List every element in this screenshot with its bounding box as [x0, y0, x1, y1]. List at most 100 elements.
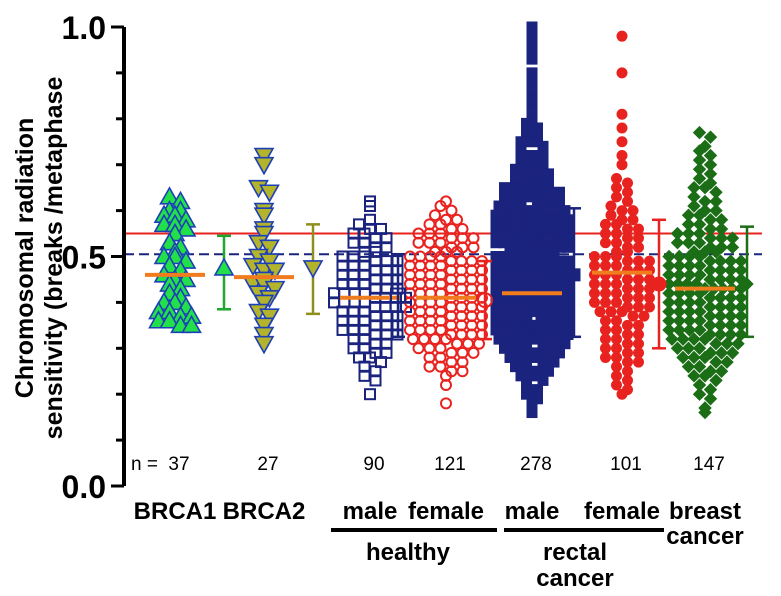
data-point — [681, 359, 696, 374]
data-point — [510, 182, 521, 194]
data-point — [720, 355, 734, 369]
mean-marker — [390, 287, 406, 304]
data-point — [611, 218, 622, 230]
data-point — [616, 108, 628, 120]
data-point — [526, 85, 538, 97]
data-point — [562, 301, 574, 313]
data-point — [521, 379, 532, 391]
data-point — [698, 180, 712, 195]
data-point — [692, 359, 707, 374]
series-1 — [148, 186, 202, 334]
data-point — [633, 338, 644, 350]
data-point — [644, 255, 655, 267]
data-point — [541, 329, 553, 341]
data-point — [622, 319, 633, 331]
data-point — [456, 365, 469, 378]
data-point — [633, 273, 644, 285]
series-7 — [662, 125, 748, 420]
data-point — [253, 225, 275, 245]
data-point — [611, 237, 622, 249]
data-point — [611, 260, 622, 272]
data-point — [526, 397, 538, 409]
category-label: male — [343, 498, 398, 525]
y-tick-label: 0.0 — [62, 469, 106, 505]
data-point — [622, 338, 633, 350]
data-point — [611, 191, 622, 203]
data-point — [600, 218, 611, 230]
data-point — [532, 177, 543, 189]
data-point — [548, 205, 560, 217]
data-point — [713, 327, 728, 342]
data-point — [253, 147, 275, 167]
data-point — [181, 314, 202, 334]
n-count-label: 147 — [693, 454, 725, 475]
data-point — [259, 253, 280, 272]
data-point — [562, 241, 574, 253]
data-point — [605, 200, 617, 212]
data-point — [364, 200, 376, 213]
data-point — [698, 405, 712, 420]
data-point — [510, 342, 521, 354]
n-count-label: 37 — [168, 454, 189, 475]
data-point — [638, 310, 650, 322]
data-point — [521, 182, 532, 194]
data-point — [253, 335, 275, 355]
data-point — [562, 223, 574, 235]
data-point — [616, 122, 628, 134]
data-point — [521, 163, 532, 175]
data-points — [148, 21, 748, 420]
data-point — [159, 310, 180, 329]
data-point — [709, 337, 723, 351]
data-point — [532, 168, 543, 180]
data-point — [490, 315, 502, 327]
data-point — [611, 324, 622, 336]
data-point — [633, 347, 644, 359]
data-point — [531, 223, 543, 235]
data-point — [562, 232, 574, 244]
data-point — [490, 324, 502, 336]
data-point — [622, 273, 633, 285]
data-point — [526, 136, 538, 148]
data-point — [559, 338, 571, 350]
data-point — [611, 182, 622, 194]
data-point — [521, 209, 533, 221]
data-point — [633, 292, 644, 304]
data-point — [611, 351, 622, 363]
data-point — [562, 283, 574, 295]
data-point — [600, 278, 611, 290]
data-point — [253, 326, 275, 346]
data-point — [633, 255, 644, 267]
y-axis-title-line-2: sensitivity (breaks /metaphase — [40, 77, 68, 440]
data-point — [521, 218, 533, 230]
n-count-label: 90 — [363, 454, 384, 475]
n-count-label: 121 — [434, 454, 466, 475]
data-point — [521, 361, 532, 373]
data-point — [548, 246, 560, 258]
data-point — [412, 342, 425, 355]
data-point — [526, 26, 538, 38]
data-point — [253, 317, 275, 336]
data-point — [589, 296, 600, 308]
data-point — [611, 333, 622, 345]
data-point — [703, 130, 718, 144]
data-point — [515, 154, 527, 166]
data-point — [692, 341, 707, 356]
data-point — [521, 117, 532, 129]
data-point — [510, 361, 521, 373]
data-point — [552, 214, 564, 226]
group-label: cancer — [536, 565, 613, 592]
data-point — [552, 329, 564, 341]
data-point — [633, 356, 644, 368]
data-point — [380, 241, 393, 254]
data-point — [521, 191, 532, 203]
mean-marker — [477, 292, 493, 309]
data-point — [541, 232, 553, 244]
data-point — [537, 159, 549, 171]
data-point — [259, 184, 280, 203]
data-point — [692, 387, 707, 401]
data-point — [616, 388, 628, 400]
data-point — [676, 332, 690, 346]
series-4 — [404, 195, 488, 410]
data-point — [521, 127, 532, 139]
data-point — [731, 337, 745, 351]
